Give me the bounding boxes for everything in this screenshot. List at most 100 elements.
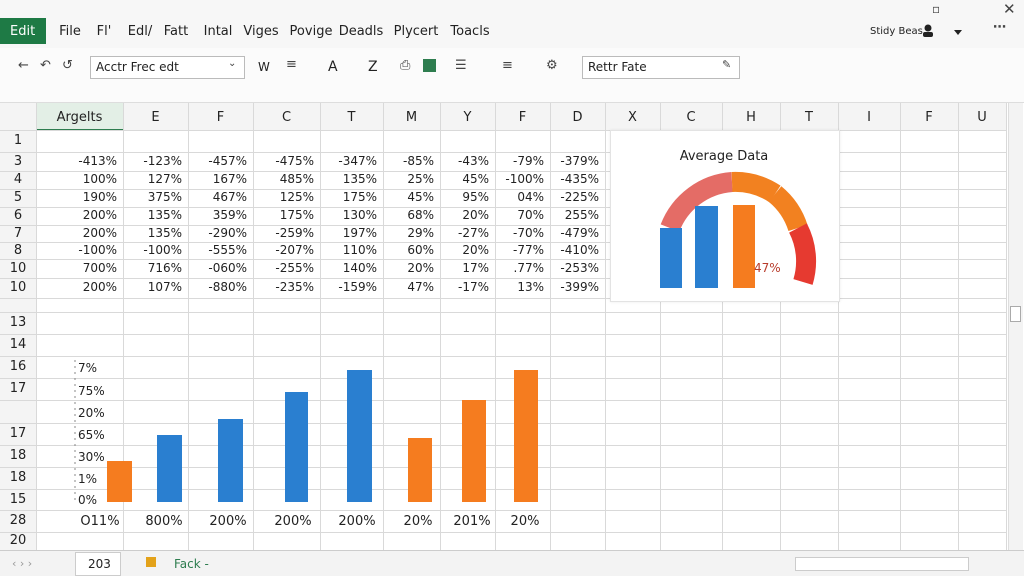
minimize-button[interactable]: ▫ bbox=[932, 2, 941, 16]
ribbon-tab[interactable]: Plycert bbox=[393, 24, 439, 39]
cell[interactable]: 20% bbox=[462, 242, 489, 257]
edit-icon[interactable]: ✎ bbox=[722, 58, 732, 71]
settings-button[interactable]: ⚙ bbox=[546, 58, 558, 73]
account-name[interactable]: Stidy Beas bbox=[870, 26, 923, 37]
column-header[interactable]: T bbox=[805, 110, 813, 125]
cell[interactable]: -77% bbox=[512, 242, 544, 257]
row-header[interactable]: 7 bbox=[13, 225, 23, 241]
cell[interactable]: 04% bbox=[517, 190, 544, 204]
ribbon-tab[interactable]: File bbox=[59, 24, 81, 39]
column-header[interactable]: M bbox=[405, 110, 418, 125]
row-header[interactable]: 17 bbox=[9, 426, 27, 441]
column-header[interactable]: C bbox=[281, 110, 292, 125]
cell[interactable]: 17% bbox=[462, 260, 489, 275]
cell[interactable]: 375% bbox=[147, 190, 182, 204]
font-box[interactable] bbox=[90, 56, 245, 79]
repeat-button[interactable]: ↺ bbox=[62, 58, 73, 73]
format-button[interactable]: ⎙ bbox=[400, 58, 411, 73]
cell[interactable]: 175% bbox=[279, 208, 314, 222]
cell[interactable]: -475% bbox=[275, 153, 314, 168]
cell[interactable]: .77% bbox=[513, 260, 545, 275]
cell[interactable]: 45% bbox=[462, 172, 489, 186]
row-header[interactable]: 10 bbox=[9, 260, 27, 276]
row-header[interactable]: 18 bbox=[9, 448, 27, 463]
cell[interactable]: -235% bbox=[275, 280, 314, 294]
cell[interactable]: -555% bbox=[208, 242, 247, 257]
ribbon-tab[interactable]: Povige bbox=[289, 24, 333, 39]
column-header[interactable]: F bbox=[518, 110, 527, 125]
ribbon-tab[interactable]: Intal bbox=[203, 24, 233, 39]
close-button[interactable]: ✕ bbox=[1003, 0, 1016, 18]
cell[interactable]: -123% bbox=[143, 153, 182, 168]
cell[interactable]: -207% bbox=[275, 242, 314, 257]
cell[interactable]: 127% bbox=[147, 172, 182, 186]
cell[interactable]: -413% bbox=[78, 153, 117, 168]
column-header[interactable]: F bbox=[216, 110, 225, 125]
cell[interactable]: 175% bbox=[342, 190, 377, 204]
cell[interactable]: -379% bbox=[560, 153, 599, 168]
row-header[interactable]: 4 bbox=[13, 172, 23, 187]
cell[interactable]: 45% bbox=[407, 190, 434, 204]
font-dropdown[interactable]: ⌄ bbox=[228, 58, 237, 69]
column-header[interactable]: H bbox=[746, 110, 756, 125]
sort-button[interactable]: Z bbox=[368, 59, 378, 75]
font-color-button[interactable]: A bbox=[328, 59, 338, 75]
cell[interactable]: 190% bbox=[82, 190, 117, 204]
cell[interactable]: 95% bbox=[462, 190, 489, 204]
filter-button[interactable]: ≡ bbox=[502, 58, 513, 73]
column-header[interactable]: T bbox=[347, 110, 356, 125]
cell[interactable]: 100% bbox=[82, 172, 117, 186]
cell[interactable]: 359% bbox=[212, 208, 247, 222]
active-tab[interactable] bbox=[0, 18, 46, 44]
cell[interactable]: -17% bbox=[457, 280, 489, 294]
cell[interactable]: -253% bbox=[560, 260, 599, 275]
column-header[interactable]: Argelts bbox=[56, 110, 103, 125]
row-header[interactable]: 3 bbox=[13, 153, 23, 169]
cell[interactable]: 29% bbox=[407, 225, 434, 240]
cell[interactable]: 68% bbox=[407, 208, 434, 222]
row-header[interactable]: 15 bbox=[9, 491, 27, 507]
vertical-scrollbar[interactable] bbox=[1008, 103, 1023, 550]
cell[interactable]: -100% bbox=[143, 242, 182, 257]
cell[interactable]: 135% bbox=[342, 172, 377, 186]
horizontal-scrollbar[interactable] bbox=[795, 557, 969, 571]
row-header[interactable]: 5 bbox=[13, 190, 23, 205]
cell[interactable]: -225% bbox=[560, 190, 599, 204]
sheet-tab[interactable]: 203 bbox=[88, 557, 111, 571]
cell[interactable]: 60% bbox=[407, 242, 434, 257]
cell[interactable]: -255% bbox=[275, 260, 314, 275]
cell[interactable]: 20% bbox=[407, 260, 434, 275]
scroll-thumb[interactable] bbox=[1010, 306, 1021, 322]
cell[interactable]: 70% bbox=[517, 208, 544, 222]
bold-button[interactable]: W bbox=[258, 60, 270, 74]
ribbon-tab[interactable]: Fatt bbox=[163, 24, 189, 39]
cell[interactable]: 130% bbox=[342, 208, 377, 222]
cell[interactable]: 47% bbox=[407, 280, 434, 294]
cell[interactable]: 467% bbox=[212, 190, 247, 204]
column-header[interactable]: D bbox=[572, 110, 583, 125]
cell[interactable]: 125% bbox=[279, 190, 314, 204]
font-box-text[interactable]: Acctr Frec edt bbox=[96, 60, 179, 74]
cell[interactable]: 700% bbox=[82, 260, 117, 275]
column-header[interactable]: E bbox=[151, 110, 160, 125]
cell[interactable]: -85% bbox=[402, 153, 434, 168]
cell[interactable]: -100% bbox=[78, 242, 117, 257]
cell[interactable]: 255% bbox=[564, 208, 599, 222]
cell[interactable]: 20% bbox=[462, 208, 489, 222]
column-header[interactable]: Y bbox=[463, 110, 472, 125]
undo-button[interactable]: ← bbox=[18, 58, 29, 73]
cell[interactable]: -435% bbox=[560, 172, 599, 186]
cell[interactable]: 716% bbox=[147, 260, 182, 275]
cell[interactable]: -880% bbox=[208, 280, 247, 294]
row-header[interactable]: 16 bbox=[9, 359, 27, 374]
cell[interactable]: 135% bbox=[147, 208, 182, 222]
cell[interactable]: 167% bbox=[212, 172, 247, 186]
cell[interactable]: -457% bbox=[208, 153, 247, 168]
column-header[interactable]: I bbox=[867, 110, 871, 125]
cell[interactable]: -70% bbox=[512, 225, 544, 240]
row-header[interactable]: 10 bbox=[9, 280, 27, 295]
row-header[interactable]: 6 bbox=[13, 208, 23, 223]
cell[interactable]: -347% bbox=[338, 153, 377, 168]
ribbon-tab[interactable]: Toacls bbox=[450, 24, 490, 39]
ribbon-tab[interactable]: Viges bbox=[243, 24, 279, 39]
